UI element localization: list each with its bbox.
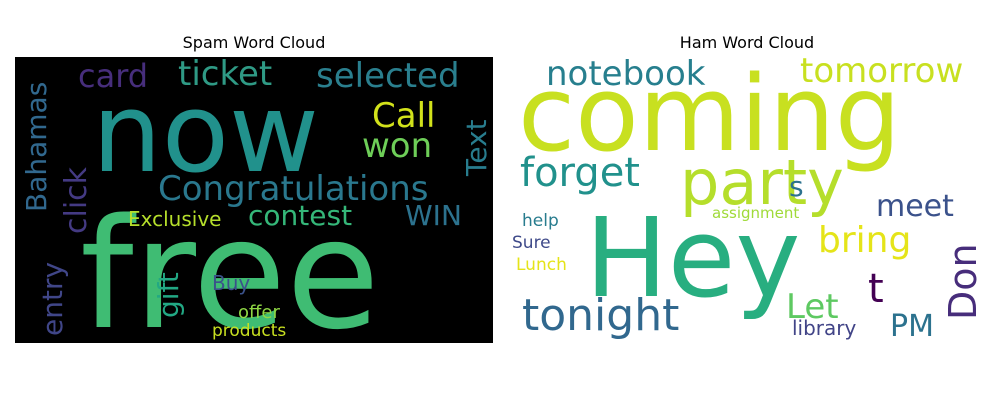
word-s: s — [789, 170, 804, 203]
word-selected: selected — [316, 56, 460, 96]
word-congratulations: Congratulations — [158, 169, 429, 209]
word-notebook: notebook — [546, 54, 706, 94]
word-free: free — [80, 186, 380, 363]
word-now: now — [92, 69, 319, 197]
word-ticket: ticket — [178, 54, 272, 94]
word-gift: gift — [152, 272, 185, 318]
ham-cloud-background — [508, 57, 986, 343]
word-offer: offer — [238, 302, 280, 323]
word-sure: Sure — [512, 233, 551, 253]
word-t: t — [868, 266, 884, 312]
spam-cloud-background — [15, 57, 493, 343]
word-buy: Buy — [212, 271, 250, 295]
word-let: Let — [786, 287, 839, 327]
word-party: party — [680, 146, 844, 219]
word-lunch: Lunch — [516, 255, 567, 275]
word-bahamas: Bahamas — [20, 82, 53, 212]
word-forget: forget — [520, 150, 640, 196]
word-products: products — [212, 321, 286, 341]
word-contest: contest — [248, 199, 352, 232]
word-exclusive: Exclusive — [128, 207, 221, 231]
word-tomorrow: tomorrow — [800, 51, 963, 91]
word-help: help — [522, 211, 559, 231]
word-library: library — [792, 316, 857, 340]
word-click: click — [59, 166, 94, 234]
word-coming: coming — [518, 53, 901, 175]
ham-cloud-title: Ham Word Cloud — [680, 33, 814, 52]
word-meet: meet — [876, 189, 954, 224]
word-hey: Hey — [585, 194, 801, 322]
word-text: Text — [460, 119, 493, 177]
word-bring: bring — [818, 220, 911, 261]
spam-cloud-title: Spam Word Cloud — [183, 33, 326, 52]
word-call: Call — [372, 96, 435, 136]
word-entry: entry — [36, 262, 69, 336]
word-win: WIN — [405, 199, 462, 232]
word-don: Don — [941, 243, 985, 320]
word-tonight: tonight — [522, 290, 679, 341]
word-card: card — [78, 57, 148, 95]
word-assignment: assignment — [712, 204, 799, 222]
word-won: won — [362, 126, 432, 166]
word-pm: PM — [890, 309, 934, 344]
